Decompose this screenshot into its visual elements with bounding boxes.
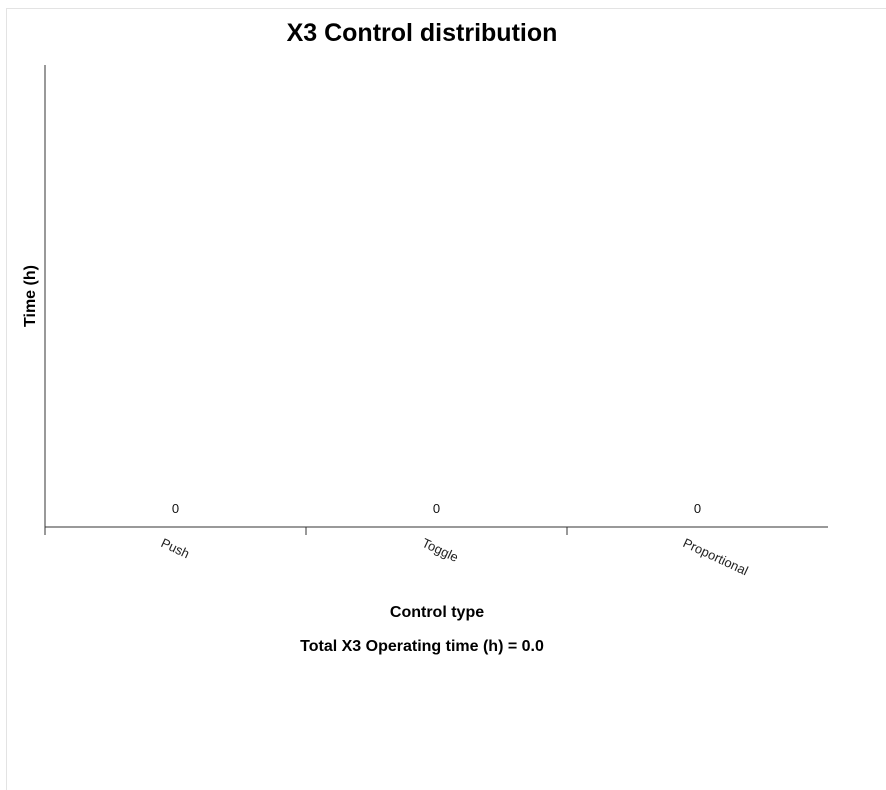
data-label-proportional: 0 [694,501,701,516]
y-axis-label: Time (h) [22,265,39,327]
chart-frame [6,8,886,790]
x-ticks-layer: Push Toggle Proportional [44,527,751,578]
data-label-push: 0 [172,501,179,516]
x-tick-label-push: Push [159,535,192,561]
data-label-toggle: 0 [433,501,440,516]
data-labels-layer: 0 0 0 [172,501,701,516]
x-axis-label: Control type [390,604,484,621]
chart-title: X3 Control distribution [287,19,558,47]
x-tick-label-proportional: Proportional [681,535,751,578]
x-tick-label-toggle: Toggle [420,535,461,565]
total-operating-time: Total X3 Operating time (h) = 0.0 [300,638,544,655]
